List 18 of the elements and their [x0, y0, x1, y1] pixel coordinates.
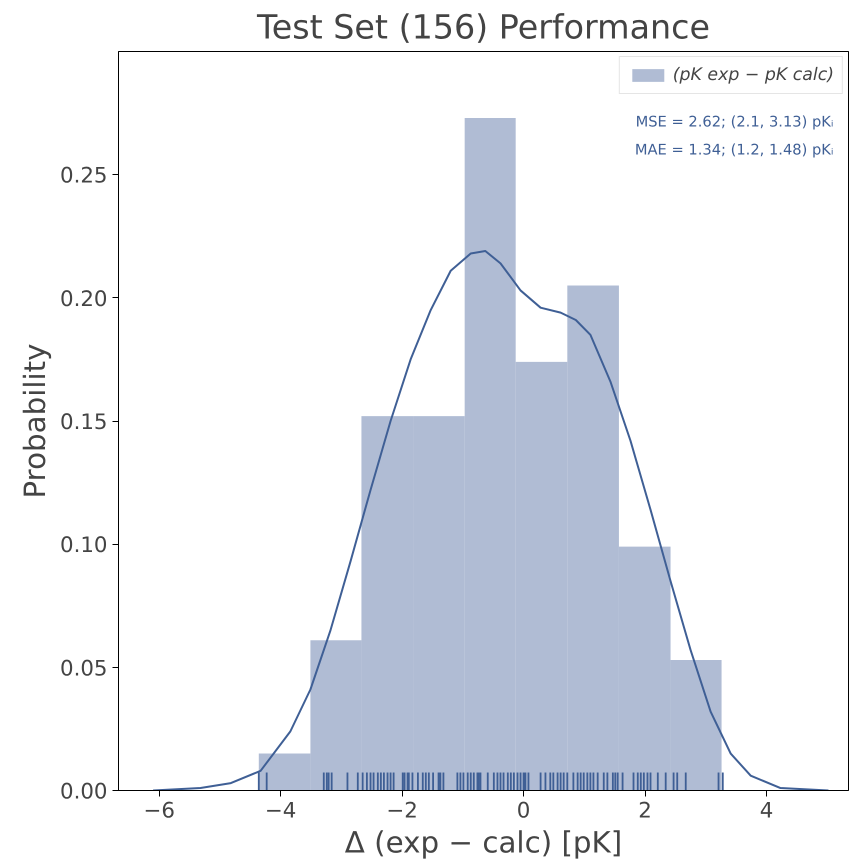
annotation: MSE = 2.62; (2.1, 3.13) pKᵢ: [636, 114, 834, 130]
x-axis-title: Δ (exp − calc) [pK]: [344, 826, 622, 860]
chart-title: Test Set (156) Performance: [256, 8, 710, 46]
y-tick-label: 0.15: [60, 410, 108, 435]
x-tick-label: −2: [386, 798, 418, 824]
annotation: MAE = 1.34; (1.2, 1.48) pKᵢ: [634, 142, 834, 158]
x-tick-label: −4: [264, 798, 296, 824]
y-axis-title: Probability: [18, 343, 52, 499]
y-tick-label: 0.25: [60, 164, 108, 189]
y-tick-label: 0.00: [60, 780, 108, 804]
legend-label: (pK exp − pK calc): [672, 65, 834, 85]
y-tick-label: 0.10: [60, 533, 108, 558]
x-tick-label: 0: [516, 798, 530, 824]
y-tick-label: 0.20: [60, 286, 108, 312]
x-tick-label: −6: [143, 798, 175, 824]
x-tick-label: 4: [760, 798, 774, 824]
y-tick-label: 0.05: [60, 656, 108, 682]
x-tick-label: 2: [638, 798, 652, 824]
